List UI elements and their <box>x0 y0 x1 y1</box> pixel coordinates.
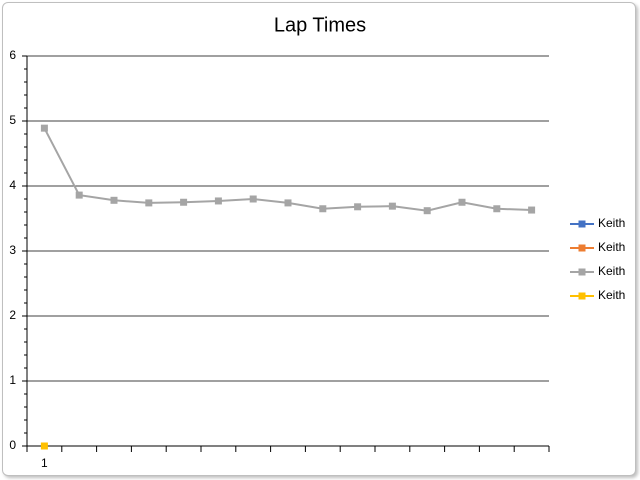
y-tick-label: 2 <box>9 308 16 322</box>
data-point <box>75 191 83 199</box>
legend-label: Keith <box>598 240 625 254</box>
data-point <box>319 205 327 213</box>
chart-title: Lap Times <box>274 14 366 36</box>
data-point <box>145 199 153 207</box>
data-point <box>214 197 222 205</box>
data-point <box>388 202 396 210</box>
data-point <box>249 195 257 203</box>
y-tick-label: 1 <box>9 373 16 387</box>
data-point <box>493 205 501 213</box>
legend-marker <box>578 220 586 228</box>
legend-label: Keith <box>598 264 625 278</box>
legend-marker <box>578 244 586 252</box>
data-point <box>40 124 48 132</box>
data-point <box>458 198 466 206</box>
data-point <box>40 442 48 450</box>
legend-label: Keith <box>598 288 625 302</box>
y-tick-label: 0 <box>9 438 16 452</box>
data-point <box>528 206 536 214</box>
x-tick-label: 1 <box>41 456 48 470</box>
y-tick-label: 6 <box>9 48 16 62</box>
legend-marker <box>578 292 586 300</box>
data-point <box>110 196 118 204</box>
data-point <box>423 207 431 215</box>
data-point <box>354 203 362 211</box>
data-point <box>180 198 188 206</box>
data-point <box>284 199 292 207</box>
chart-frame <box>2 2 636 476</box>
y-tick-label: 4 <box>9 178 16 192</box>
legend-label: Keith <box>598 216 625 230</box>
legend-marker <box>578 268 586 276</box>
y-tick-label: 3 <box>9 243 16 257</box>
y-tick-label: 5 <box>9 113 16 127</box>
